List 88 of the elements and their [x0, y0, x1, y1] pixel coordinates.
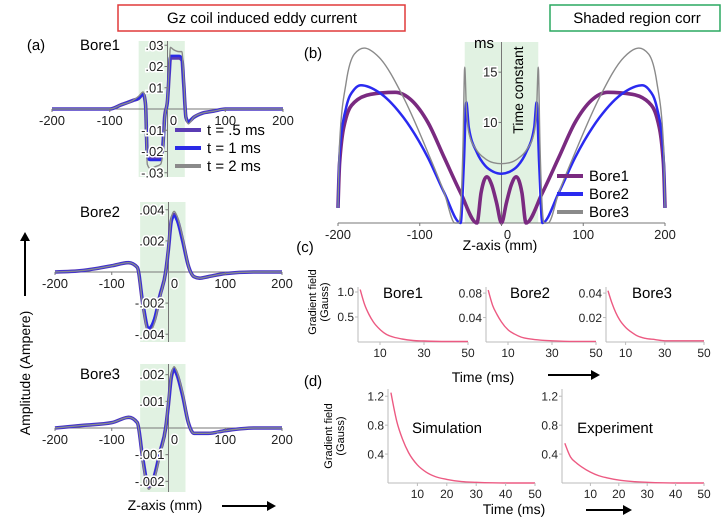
y-axis-title: Gradient field (Gauss) — [323, 403, 347, 469]
chart-title: Bore3 — [632, 285, 672, 302]
y-axis-title: Amplitude (Ampere) — [17, 310, 33, 436]
legend-label: Bore2 — [589, 186, 630, 203]
y-tick-label: .03 — [145, 38, 164, 53]
y-tick-label: .004 — [139, 202, 164, 218]
x-tick-label: 50 — [697, 487, 711, 501]
line-series — [390, 392, 536, 484]
x-tick-label: 0 — [170, 113, 178, 128]
y-axis-title: Time constant — [510, 46, 526, 134]
y-axis-title: Gradient field (Gauss) — [307, 269, 331, 335]
x-tick-label: 100 — [572, 227, 594, 242]
x-tick-label: 30 — [658, 346, 672, 360]
annotation: Bore3 — [80, 366, 120, 383]
y-tick-label: 0.8 — [541, 418, 558, 432]
y-tick-label: 0.04 — [458, 310, 482, 325]
y-tick-label: .002 — [139, 233, 164, 248]
text: (a) — [26, 37, 46, 54]
x-tick-label: 30 — [545, 346, 559, 360]
x-tick-label: -200 — [42, 432, 68, 447]
annotation: Bore1 — [80, 37, 120, 54]
y-tick-label: 1.2 — [367, 389, 384, 404]
legend-label: t = 2 ms — [207, 158, 261, 175]
text: (b) — [304, 45, 322, 62]
chart-title: Bore2 — [510, 285, 550, 302]
x-tick-label: 100 — [214, 432, 236, 447]
y-tick-label: -.03 — [141, 165, 164, 180]
x-tick-label: 50 — [589, 346, 603, 360]
text: Experiment — [577, 420, 654, 437]
y-tick-label: .02 — [145, 59, 164, 74]
y-tick-label: 0.5 — [337, 310, 354, 324]
line-series — [607, 290, 705, 342]
x-tick-label: 200 — [654, 227, 676, 242]
x-tick-label: 20 — [440, 487, 454, 501]
x-tick-label: 30 — [470, 487, 484, 501]
y-tick-label: 0.8 — [367, 418, 384, 432]
line-series — [564, 442, 705, 484]
y-tick-label: .002 — [139, 367, 164, 382]
x-tick-label: 10 — [410, 487, 424, 501]
x-tick-label: 0 — [170, 276, 178, 291]
x-tick-label: 50 — [697, 346, 711, 360]
legend-label: t = 1 ms — [207, 140, 261, 157]
y-tick-label: 15 — [483, 64, 498, 80]
x-tick-label: -200 — [42, 276, 68, 291]
x-tick-label: -100 — [98, 276, 125, 291]
x-tick-label: 20 — [612, 487, 626, 501]
annotation: Bore2 — [80, 204, 120, 221]
x-tick-label: -100 — [406, 227, 433, 242]
x-tick-label: 10 — [501, 346, 515, 360]
y-tick-label: 1.2 — [541, 389, 558, 404]
legend-label: Bore3 — [589, 204, 630, 221]
y-tick-label: .001 — [139, 394, 164, 409]
y-tick-label: -.004 — [134, 326, 164, 342]
chart-title: Gz coil induced eddy current — [166, 10, 358, 27]
chart-title: Bore1 — [382, 285, 424, 302]
x-tick-label: 50 — [461, 346, 475, 360]
x-tick-label: 0 — [170, 432, 178, 447]
legend-label: Bore1 — [589, 168, 630, 185]
x-tick-label: 200 — [272, 113, 294, 128]
text: Simulation — [412, 420, 482, 437]
x-tick-label: 40 — [498, 487, 513, 501]
x-tick-label: 200 — [271, 432, 293, 447]
line-series — [337, 47, 666, 224]
x-tick-label: 50 — [528, 487, 542, 501]
x-axis-title: Z-axis (mm) — [128, 497, 202, 513]
x-tick-label: 30 — [417, 346, 431, 360]
y-tick-label: .01 — [145, 80, 164, 96]
x-tick-label: -100 — [98, 432, 125, 447]
text: (c) — [296, 239, 314, 256]
x-tick-label: -200 — [38, 113, 66, 128]
x-tick-label: 200 — [271, 276, 293, 291]
y-tick-label: 0.4 — [367, 447, 384, 462]
y-tick-label: 0.02 — [578, 310, 602, 325]
x-tick-label: -200 — [324, 227, 352, 242]
chart-title: Shaded region corr — [573, 10, 701, 27]
x-axis-title: Time (ms) — [482, 501, 546, 517]
y-tick-label: 0.04 — [578, 286, 602, 300]
text: (d) — [304, 373, 322, 390]
y-tick-label: 0.4 — [541, 447, 558, 462]
x-axis-title: Time (ms) — [452, 369, 514, 385]
x-tick-label: 30 — [640, 487, 654, 501]
y-tick-label: 0.08 — [458, 286, 482, 300]
x-tick-label: 10 — [618, 346, 633, 360]
annotation: ms — [474, 35, 494, 52]
y-tick-label: 1.0 — [337, 285, 354, 300]
x-tick-label: 100 — [214, 276, 236, 291]
x-tick-label: -100 — [96, 113, 123, 128]
x-tick-label: 40 — [668, 487, 683, 501]
